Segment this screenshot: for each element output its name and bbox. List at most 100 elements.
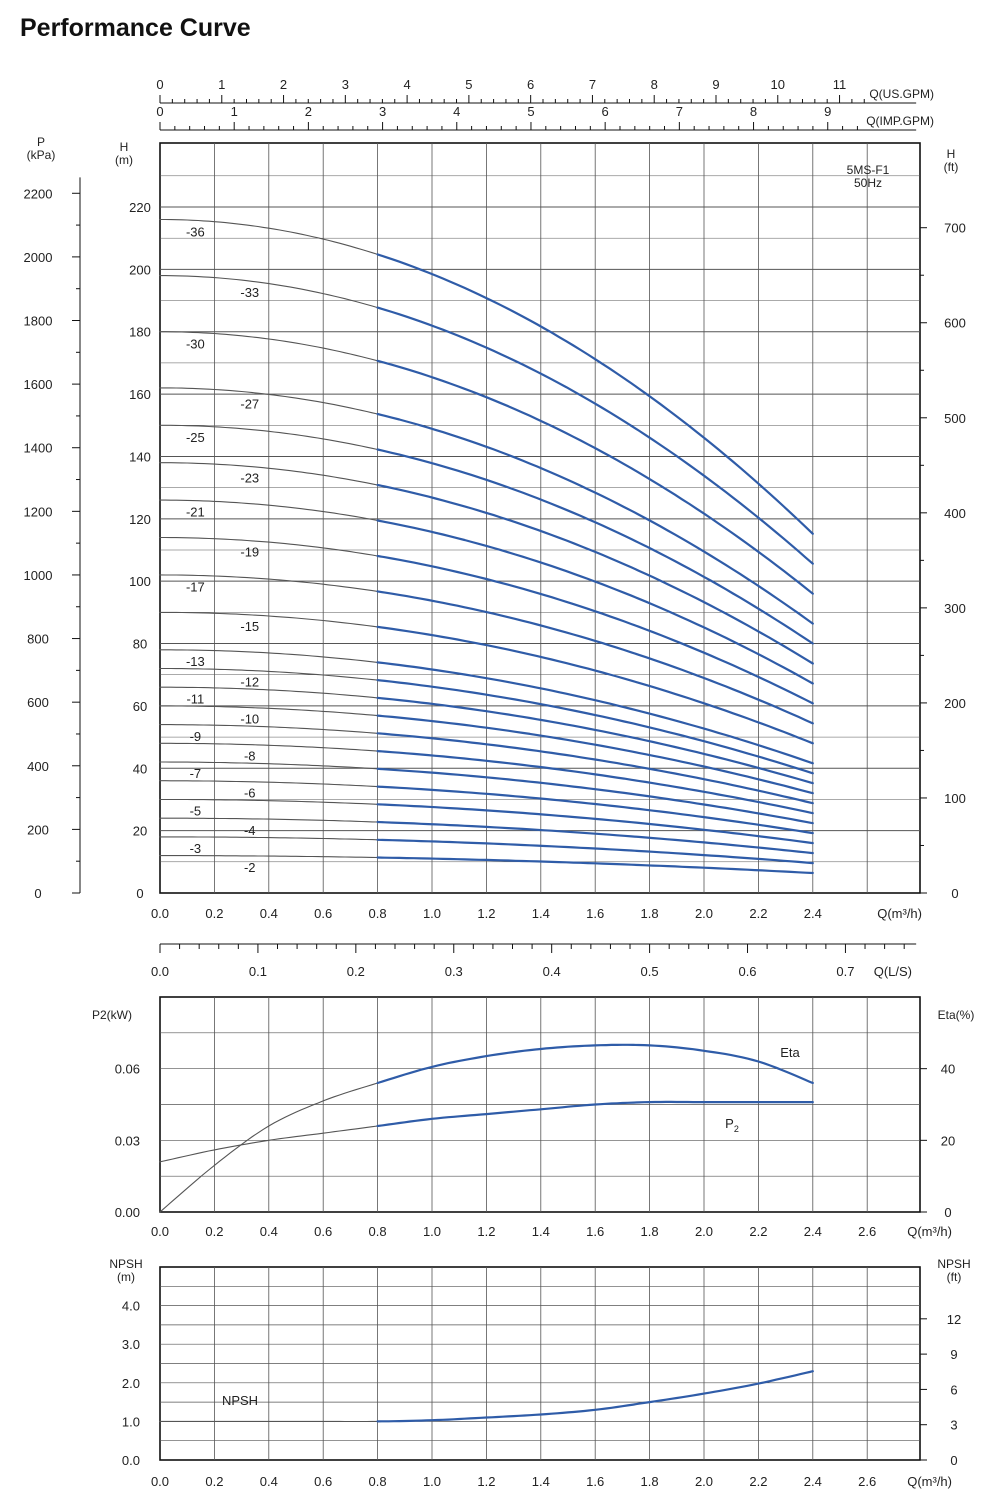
npsh-ft-tick-label: 9	[950, 1347, 957, 1362]
p2-curve-extended	[159, 1125, 379, 1163]
stage-label: -30	[186, 336, 205, 351]
power-y-axis-label: P2(kW)	[92, 1008, 132, 1022]
head-curve-stage	[376, 785, 814, 835]
pressure-tick-label: 800	[27, 632, 49, 647]
npsh-ft-tick-label: 0	[950, 1453, 957, 1468]
npsh-y-tick-label: 4.0	[122, 1299, 140, 1314]
head-curve-extended	[159, 742, 379, 752]
npsh-ft-tick-label: 12	[947, 1312, 961, 1327]
top-flow-axis-label: Q(IMP.GPM)	[866, 114, 934, 128]
eta-tick-label: 20	[941, 1133, 955, 1148]
pressure-tick-label: 600	[27, 695, 49, 710]
ft-tick-label: 200	[944, 696, 966, 711]
head-curve-extended	[159, 705, 379, 717]
npsh-x-tick-label: 0.0	[151, 1474, 169, 1489]
head-x-tick-label: 1.6	[586, 906, 604, 921]
head-curve-stage	[376, 803, 814, 845]
head-curve-extended	[159, 686, 379, 699]
npsh-x-tick-label: 1.2	[477, 1474, 495, 1489]
head-y-tick-label: 120	[129, 512, 151, 527]
head-curve-stage	[376, 554, 814, 705]
head-curve-stage	[376, 767, 814, 825]
head-curve-extended	[159, 667, 379, 681]
head-curve-stage	[376, 519, 814, 685]
head-x-tick-label: 2.0	[695, 906, 713, 921]
eta-axis-label: Eta(%)	[938, 1008, 975, 1022]
npsh-curve	[376, 1370, 814, 1423]
pressure-axis-label: P (kPa)	[27, 135, 56, 162]
top-flow-tick-label: 7	[676, 104, 683, 119]
head-curve-stage	[376, 306, 814, 565]
head-curve-stage	[376, 359, 814, 595]
eta-tick-label: 40	[941, 1062, 955, 1077]
ls-axis-label: Q(L/S)	[874, 964, 912, 979]
power-x-tick-label: 2.4	[804, 1224, 822, 1239]
head-x-tick-label: 1.4	[532, 906, 550, 921]
head-curve-extended	[159, 817, 379, 823]
power-x-tick-label: 2.0	[695, 1224, 713, 1239]
head-curve-extended	[159, 218, 379, 255]
ft-tick-label: 100	[944, 791, 966, 806]
power-y-tick-label: 0.06	[115, 1062, 140, 1077]
head-curve-stage	[376, 661, 814, 765]
top-flow-tick-label: 1	[218, 77, 225, 92]
ft-tick-label: 700	[944, 221, 966, 236]
head-curve-stage	[376, 625, 814, 745]
ft-tick-label: 300	[944, 601, 966, 616]
stage-label: -11	[186, 691, 204, 706]
head-curve-stage	[376, 714, 814, 795]
npsh-ft-axis-label: NPSH (ft)	[937, 1257, 970, 1284]
npsh-y-tick-label: 3.0	[122, 1337, 140, 1352]
head-x-tick-label: 0.4	[260, 906, 278, 921]
head-curve-extended	[159, 780, 379, 788]
npsh-ft-tick-label: 6	[950, 1382, 957, 1397]
power-y-tick-label: 0.03	[115, 1133, 140, 1148]
ls-tick-label: 0.6	[738, 964, 756, 979]
head-curve-stage	[376, 838, 814, 865]
npsh-x-tick-label: 0.4	[260, 1474, 278, 1489]
head-curve-extended	[159, 331, 379, 362]
ft-tick-label: 400	[944, 506, 966, 521]
head-x-tick-label: 2.2	[749, 906, 767, 921]
npsh-x-tick-label: 2.0	[695, 1474, 713, 1489]
ls-tick-label: 0.1	[249, 964, 267, 979]
top-flow-tick-label: 8	[750, 104, 757, 119]
ls-tick-label: 0.3	[445, 964, 463, 979]
stage-label: -36	[186, 224, 205, 239]
head-curve-stage	[376, 732, 814, 805]
stage-label: -12	[240, 674, 259, 689]
head-y-tick-label: 140	[129, 449, 151, 464]
head-curve-stage	[376, 856, 814, 875]
top-flow-tick-label: 4	[403, 77, 410, 92]
stage-label: -6	[244, 786, 256, 801]
head-curve-stage	[376, 448, 814, 645]
npsh-x-unit-label: Q(m³/h)	[907, 1474, 952, 1489]
page-title: Performance Curve	[20, 14, 251, 42]
head-y-axis-label: H (m)	[115, 140, 133, 167]
head-curve-extended	[159, 536, 379, 557]
head-y-tick-label: 180	[129, 325, 151, 340]
head-y-tick-label: 160	[129, 387, 151, 402]
npsh-x-tick-label: 1.8	[641, 1474, 659, 1489]
head-x-tick-label: 0.6	[314, 906, 332, 921]
npsh-x-tick-label: 2.2	[749, 1474, 767, 1489]
stage-label: -21	[186, 505, 205, 520]
npsh-x-tick-label: 0.6	[314, 1474, 332, 1489]
power-x-tick-label: 0.4	[260, 1224, 278, 1239]
npsh-x-tick-label: 1.0	[423, 1474, 441, 1489]
head-curve-extended	[159, 761, 379, 770]
eta-tick-label: 0	[944, 1205, 951, 1220]
head-x-tick-label: 0.2	[205, 906, 223, 921]
head-curve-stage	[376, 696, 814, 785]
head-x-tick-label: 0.8	[369, 906, 387, 921]
stage-label: -8	[244, 749, 256, 764]
head-curve-extended	[159, 462, 379, 486]
head-curve-extended	[159, 387, 379, 415]
ft-tick-label: 600	[944, 316, 966, 331]
head-x-tick-label: 1.0	[423, 906, 441, 921]
ft-tick-label: 500	[944, 411, 966, 426]
top-flow-tick-label: 1	[231, 104, 238, 119]
head-x-tick-label: 1.2	[477, 906, 495, 921]
power-x-tick-label: 1.4	[532, 1224, 550, 1239]
